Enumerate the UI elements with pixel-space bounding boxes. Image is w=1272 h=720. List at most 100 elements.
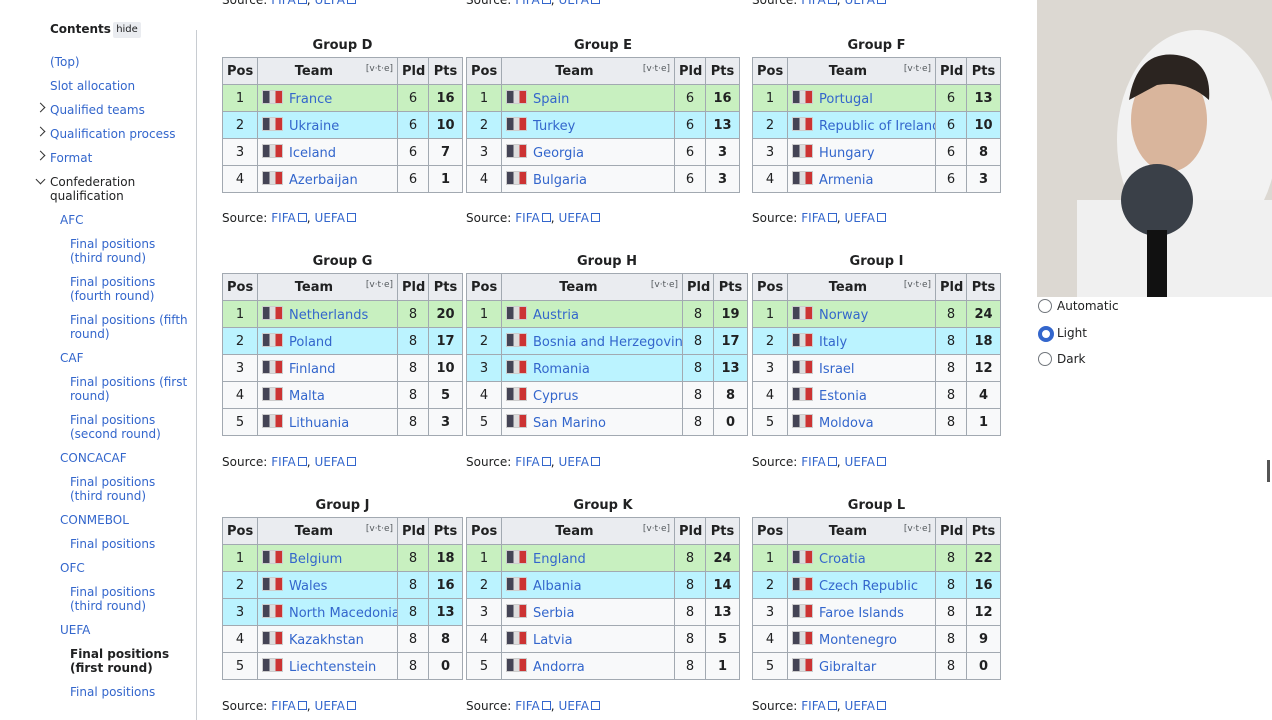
toc-item[interactable]: Final positions [70,685,156,699]
radio-label[interactable]: Dark [1057,352,1086,366]
source-link[interactable]: FIFA [515,698,540,713]
team-name[interactable]: Serbia [533,605,575,621]
hide-button[interactable]: hide [113,22,141,38]
team-name[interactable]: England [533,551,586,567]
toc-item[interactable]: OFC [60,561,85,575]
team-name[interactable]: Latvia [533,632,573,648]
team-name[interactable]: Czech Republic [819,578,918,594]
team-name[interactable]: Italy [819,334,848,350]
team-name[interactable]: Albania [533,578,582,594]
toc-item[interactable]: AFC [60,213,84,227]
vte[interactable]: [v·t·e] [903,523,931,534]
team-name[interactable]: Armenia [819,172,874,188]
toc-item[interactable]: Final positions (fifth round) [70,313,188,341]
team-name[interactable]: Azerbaijan [289,172,358,188]
radio-label[interactable]: Light [1057,325,1087,340]
team-name[interactable]: Iceland [289,145,337,161]
toc-item[interactable]: Final positions (third round) [70,475,156,503]
team-name[interactable]: Wales [289,578,328,594]
source-link[interactable]: FIFA [801,698,826,713]
vte[interactable]: [v·t·e] [365,63,393,74]
radio-label[interactable]: Automatic [1057,299,1119,313]
source-link[interactable]: UEFA [844,0,875,7]
team-name[interactable]: Belgium [289,551,343,567]
vte[interactable]: [v·t·e] [642,523,670,534]
team-name[interactable]: Portugal [819,91,873,107]
toc-item[interactable]: CAF [60,351,84,365]
team-name[interactable]: Poland [289,334,333,350]
toc-item[interactable]: Confederation qualification [50,175,136,203]
source-link[interactable]: UEFA [844,211,875,225]
toc-item[interactable]: Final positions (second round) [70,413,161,441]
team-name[interactable]: Georgia [533,145,584,161]
source-link[interactable]: FIFA [271,454,296,469]
source-link[interactable]: UEFA [314,454,345,469]
toc-item[interactable]: Final positions (first round) [70,647,170,675]
team-name[interactable]: France [289,91,333,107]
source-link[interactable]: UEFA [558,698,589,713]
team-name[interactable]: Faroe Islands [819,605,904,621]
team-name[interactable]: Austria [533,307,579,323]
team-name[interactable]: Spain [533,91,570,107]
toc-item[interactable]: UEFA [60,623,91,637]
vte[interactable]: [v·t·e] [642,63,670,74]
source-link[interactable]: FIFA [801,0,826,7]
source-link[interactable]: FIFA [801,211,826,225]
team-name[interactable]: Israel [819,361,855,377]
team-name[interactable]: Estonia [819,388,867,404]
team-name[interactable]: Kazakhstan [289,632,364,648]
team-name[interactable]: Ukraine [289,118,340,134]
team-name[interactable]: Bosnia and Herzegovina [533,334,683,350]
team-name[interactable]: Liechtenstein [289,659,377,675]
toc-item[interactable]: Final positions (fourth round) [70,275,156,303]
toc-item[interactable]: Qualified teams [50,103,145,117]
toc-item[interactable]: Format [50,151,93,165]
source-link[interactable]: UEFA [844,698,875,713]
source-link[interactable]: UEFA [314,211,345,225]
team-name[interactable]: Finland [289,361,336,377]
toc-item[interactable]: Slot allocation [50,79,136,93]
team-name[interactable]: Turkey [533,118,576,134]
toc-item[interactable]: Final positions [70,537,156,551]
team-name[interactable]: San Marino [533,415,606,431]
vte[interactable]: [v·t·e] [903,279,931,290]
toc-item[interactable]: CONMEBOL [60,513,129,527]
team-name[interactable]: Croatia [819,551,866,567]
team-name[interactable]: Andorra [533,659,585,675]
toc-item[interactable]: Final positions (third round) [70,237,156,265]
vte[interactable]: [v·t·e] [365,279,393,290]
source-link[interactable]: UEFA [844,454,875,469]
source-link[interactable]: FIFA [271,698,296,713]
source-link[interactable]: UEFA [558,211,589,225]
toc-item[interactable]: Final positions (third round) [70,585,156,613]
vte[interactable]: [v·t·e] [903,63,931,74]
toc-item[interactable]: (Top) [50,55,80,69]
team-name[interactable]: Hungary [819,145,875,161]
vte[interactable]: [v·t·e] [365,523,393,534]
source-link[interactable]: UEFA [558,454,589,469]
source-link[interactable]: FIFA [515,211,540,225]
toc-item[interactable]: CONCACAF [60,451,127,465]
radio[interactable] [1038,352,1052,366]
team-name[interactable]: Moldova [819,415,874,431]
team-name[interactable]: Gibraltar [819,659,877,675]
source-link[interactable]: FIFA [515,454,540,469]
source-link[interactable]: FIFA [515,0,540,7]
source-link[interactable]: UEFA [558,0,589,7]
team-name[interactable]: Cyprus [533,388,579,404]
team-name[interactable]: Netherlands [289,307,369,323]
radio[interactable] [1038,299,1052,313]
team-name[interactable]: Norway [819,307,869,323]
team-name[interactable]: Republic of Ireland [819,118,936,134]
team-name[interactable]: Bulgaria [533,172,587,188]
source-link[interactable]: UEFA [314,698,345,713]
vte[interactable]: [v·t·e] [650,279,678,290]
radio[interactable] [1038,325,1054,342]
team-name[interactable]: Montenegro [819,632,898,648]
source-link[interactable]: FIFA [271,211,296,225]
source-link[interactable]: FIFA [271,0,296,7]
toc-item[interactable]: Final positions (first round) [70,375,188,403]
team-name[interactable]: Malta [289,388,325,404]
team-name[interactable]: Romania [533,361,590,377]
team-name[interactable]: North Macedonia [289,605,398,621]
